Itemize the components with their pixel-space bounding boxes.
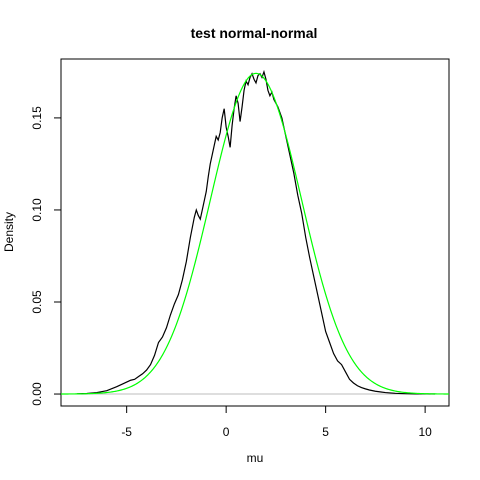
x-axis: -5 0 5 10 [121,405,432,439]
density-line [76,69,436,395]
x-tick-label: -5 [121,425,132,439]
y-axis-label: Density [2,212,16,252]
plot-frame [60,58,450,407]
y-axis: 0.00 0.05 0.10 0.15 [30,106,62,406]
x-tick-label: 5 [322,425,329,439]
series-layer [61,69,449,395]
y-tick-label: 0.05 [30,290,44,314]
y-tick-label: 0.10 [30,198,44,222]
x-tick-label: 0 [223,425,230,439]
x-tick-label: 10 [418,425,432,439]
x-axis-label: mu [247,451,264,465]
normal-curve-line [61,72,449,395]
chart-title: test normal-normal [191,25,318,41]
y-tick-label: 0.00 [30,382,44,406]
y-tick-label: 0.15 [30,106,44,130]
